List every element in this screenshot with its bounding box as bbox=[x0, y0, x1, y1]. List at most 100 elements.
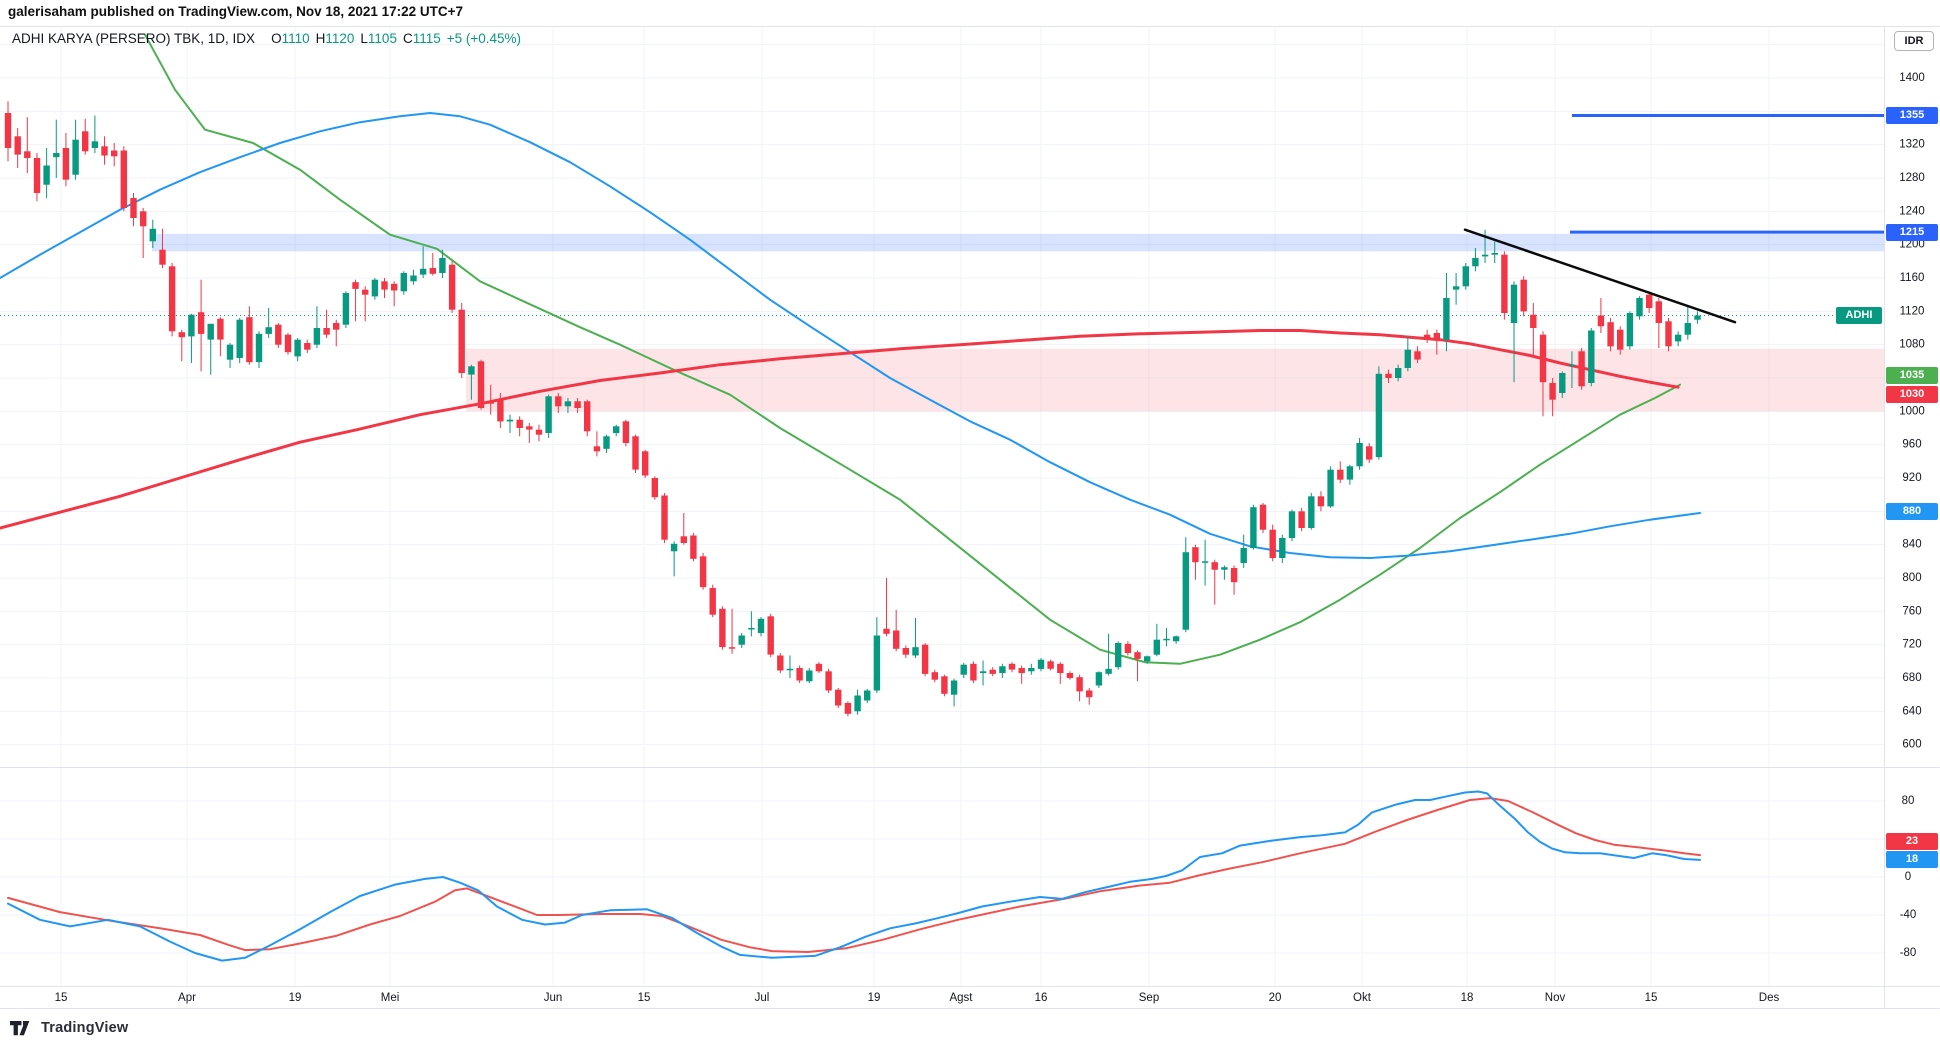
candle[interactable] bbox=[777, 653, 784, 673]
candle[interactable] bbox=[294, 338, 301, 362]
candle[interactable] bbox=[477, 359, 485, 410]
price-tick-label[interactable]: 680 bbox=[1902, 672, 1921, 684]
candle[interactable] bbox=[1385, 369, 1392, 383]
candle[interactable] bbox=[642, 449, 649, 478]
candle[interactable] bbox=[1279, 534, 1286, 563]
candle[interactable] bbox=[391, 281, 398, 307]
candle[interactable] bbox=[149, 219, 156, 248]
candle[interactable] bbox=[352, 279, 359, 322]
price-tick-label[interactable]: 640 bbox=[1902, 705, 1921, 717]
candle[interactable] bbox=[545, 394, 552, 438]
resistance-zone[interactable] bbox=[152, 233, 1884, 252]
candle[interactable] bbox=[120, 146, 127, 212]
candle[interactable] bbox=[342, 291, 350, 328]
price-tick-label[interactable]: 1280 bbox=[1899, 172, 1925, 184]
candle[interactable] bbox=[1520, 276, 1527, 317]
time-tick-label[interactable]: 19 bbox=[289, 992, 302, 1004]
candle[interactable] bbox=[91, 115, 99, 154]
tradingview-logo-icon[interactable] bbox=[10, 1020, 34, 1036]
candle[interactable] bbox=[1395, 364, 1402, 382]
candle[interactable] bbox=[1356, 438, 1363, 470]
candle[interactable] bbox=[719, 606, 726, 650]
candle[interactable] bbox=[699, 553, 707, 590]
time-tick-label[interactable]: 15 bbox=[638, 992, 651, 1004]
price-tick-label[interactable]: 1160 bbox=[1900, 272, 1925, 284]
support-zone[interactable] bbox=[466, 348, 1884, 412]
candle[interactable] bbox=[62, 133, 70, 187]
candle[interactable] bbox=[912, 618, 919, 658]
candle[interactable] bbox=[323, 309, 330, 338]
candle[interactable] bbox=[950, 678, 958, 707]
candle[interactable] bbox=[72, 119, 79, 180]
candle[interactable] bbox=[1211, 559, 1218, 605]
candle[interactable] bbox=[168, 263, 176, 337]
candle[interactable] bbox=[989, 667, 996, 677]
candle[interactable] bbox=[1684, 306, 1691, 340]
candle[interactable] bbox=[670, 541, 678, 577]
candle[interactable] bbox=[101, 136, 108, 165]
time-tick-label[interactable]: Nov bbox=[1545, 992, 1566, 1004]
candle[interactable] bbox=[265, 308, 272, 338]
candle[interactable] bbox=[1530, 303, 1537, 357]
candle[interactable] bbox=[159, 228, 166, 268]
candle[interactable] bbox=[140, 208, 147, 258]
candle[interactable] bbox=[555, 393, 562, 413]
candle[interactable] bbox=[1597, 298, 1605, 333]
candle[interactable] bbox=[1221, 565, 1228, 580]
candle[interactable] bbox=[593, 431, 601, 457]
candle[interactable] bbox=[844, 701, 852, 717]
candle[interactable] bbox=[1346, 464, 1354, 485]
candle[interactable] bbox=[1008, 662, 1016, 673]
candle[interactable] bbox=[1404, 336, 1411, 372]
candle[interactable] bbox=[748, 611, 755, 637]
candle[interactable] bbox=[14, 128, 21, 168]
candle[interactable] bbox=[526, 423, 533, 443]
candle[interactable] bbox=[738, 633, 745, 648]
candle[interactable] bbox=[1028, 663, 1035, 675]
candle[interactable] bbox=[864, 688, 871, 703]
candle[interactable] bbox=[1201, 539, 1209, 586]
candle[interactable] bbox=[1134, 650, 1141, 682]
candle[interactable] bbox=[1617, 326, 1624, 355]
candle[interactable] bbox=[1298, 508, 1305, 532]
candle[interactable] bbox=[1057, 662, 1064, 684]
candle[interactable] bbox=[468, 364, 475, 400]
currency-idr-button[interactable]: IDR bbox=[1894, 31, 1934, 51]
candle[interactable] bbox=[1674, 331, 1682, 347]
candle[interactable] bbox=[584, 399, 591, 437]
candle[interactable] bbox=[333, 319, 340, 347]
candle[interactable] bbox=[825, 668, 832, 693]
time-tick-label[interactable]: Jun bbox=[544, 992, 563, 1004]
candle[interactable] bbox=[1086, 688, 1093, 705]
candle[interactable] bbox=[371, 278, 379, 300]
candle[interactable] bbox=[362, 286, 369, 322]
candle[interactable] bbox=[564, 398, 572, 413]
candle[interactable] bbox=[400, 271, 407, 295]
candle[interactable] bbox=[1076, 674, 1083, 702]
candle[interactable] bbox=[1163, 628, 1170, 647]
candle[interactable] bbox=[999, 663, 1006, 678]
candle[interactable] bbox=[188, 313, 195, 363]
candle[interactable] bbox=[506, 414, 514, 433]
candle[interactable] bbox=[1337, 461, 1344, 483]
candle[interactable] bbox=[931, 669, 938, 683]
candle[interactable] bbox=[130, 193, 137, 227]
candle[interactable] bbox=[82, 118, 89, 155]
time-tick-label[interactable]: 20 bbox=[1269, 992, 1282, 1004]
candle[interactable] bbox=[1153, 623, 1160, 657]
candle[interactable] bbox=[178, 329, 185, 362]
price-tick-label[interactable]: 1200 bbox=[1899, 239, 1925, 251]
candle[interactable] bbox=[767, 613, 774, 658]
candle[interactable] bbox=[1269, 524, 1276, 562]
candle[interactable] bbox=[1066, 671, 1074, 680]
candle[interactable] bbox=[217, 317, 224, 357]
candle[interactable] bbox=[1375, 366, 1383, 460]
candle[interactable] bbox=[979, 660, 987, 686]
candle[interactable] bbox=[535, 424, 543, 442]
time-tick-label[interactable]: Des bbox=[1759, 992, 1780, 1004]
candle[interactable] bbox=[806, 668, 813, 683]
candle[interactable] bbox=[1423, 329, 1431, 343]
candle[interactable] bbox=[1568, 351, 1576, 388]
candle[interactable] bbox=[1539, 331, 1547, 417]
